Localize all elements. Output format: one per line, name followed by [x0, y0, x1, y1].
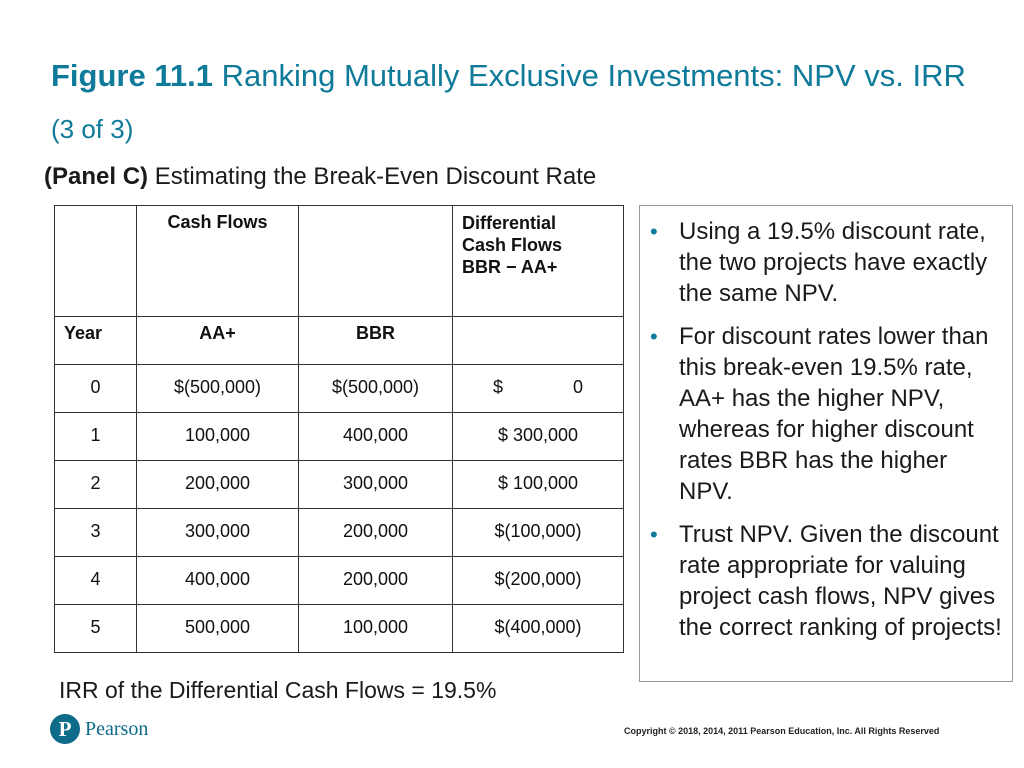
bbr-cell: 200,000 — [342, 569, 409, 589]
year-cell: 4 — [90, 569, 101, 589]
figure-label: Figure 11.1 — [51, 58, 213, 93]
diff-cell: $(200,000) — [494, 569, 582, 589]
subheader-empty-cell — [452, 316, 624, 365]
table-row: 3 300,000 200,000 $(100,000) — [54, 508, 624, 557]
bbr-cell: 400,000 — [342, 425, 409, 445]
bullet-icon: • — [650, 522, 658, 547]
diff-cell-zero: $ 0 — [453, 365, 623, 398]
header-cash-flows: Cash Flows — [167, 212, 268, 232]
col-year-header: Year — [64, 323, 103, 343]
diff-symbol: $ — [493, 377, 504, 397]
header-differential-line-1: Differential — [462, 213, 557, 233]
copyright-notice: Copyright © 2018, 2014, 2011 Pearson Edu… — [624, 726, 940, 736]
year-cell: 0 — [90, 377, 101, 397]
table-subheader-row: Year AA+ BBR — [54, 316, 624, 365]
irr-note: IRR of the Differential Cash Flows = 19.… — [59, 677, 497, 703]
table-row: 5 500,000 100,000 $(400,000) — [54, 604, 624, 653]
bullet-text: For discount rates lower than this break… — [679, 323, 989, 505]
diff-cell: $ 300,000 — [497, 425, 579, 445]
aa-cell: 200,000 — [184, 473, 251, 493]
diff-cell: $(400,000) — [494, 617, 582, 637]
title-text: Ranking Mutually Exclusive Investments: … — [221, 58, 966, 93]
bbr-cell: 200,000 — [342, 521, 409, 541]
panel-label: (Panel C) — [44, 163, 149, 190]
diff-cell: $(100,000) — [494, 521, 582, 541]
bbr-cell: 100,000 — [342, 617, 409, 637]
panel-heading: (Panel C) Estimating the Break-Even Disc… — [44, 163, 596, 191]
bbr-cell: 300,000 — [342, 473, 409, 493]
header-differential-cell: Differential Cash Flows BBR − AA+ — [452, 205, 624, 317]
diff-cell: $ 100,000 — [497, 473, 579, 493]
bullet-text: Trust NPV. Given the discount rate appro… — [679, 521, 1002, 641]
pearson-logo: P Pearson — [50, 714, 148, 744]
aa-cell: 400,000 — [184, 569, 251, 589]
aa-cell: 300,000 — [184, 521, 251, 541]
table-row: 0 $(500,000) $(500,000) $ 0 — [54, 364, 624, 413]
bullet-item: • For discount rates lower than this bre… — [640, 321, 1006, 507]
header-cash-flows-cell: Cash Flows — [136, 205, 299, 317]
header-empty-cell — [54, 205, 137, 317]
table-row: 4 400,000 200,000 $(200,000) — [54, 556, 624, 605]
header-differential-line-3: BBR − AA+ — [462, 257, 558, 277]
aa-cell: $(500,000) — [173, 377, 262, 397]
aa-cell: 500,000 — [184, 617, 251, 637]
aa-cell: 100,000 — [184, 425, 251, 445]
pearson-logo-text: Pearson — [85, 717, 149, 740]
pearson-logo-icon: P — [50, 714, 80, 744]
title-part: (3 of 3) — [51, 114, 134, 144]
year-cell: 5 — [90, 617, 101, 637]
bullet-item: • Using a 19.5% discount rate, the two p… — [640, 216, 1006, 309]
panel-heading-text: Estimating the Break-Even Discount Rate — [154, 163, 597, 190]
diff-value: 0 — [572, 377, 583, 397]
bullet-list: • Using a 19.5% discount rate, the two p… — [640, 206, 1012, 643]
bullet-item: • Trust NPV. Given the discount rate app… — [640, 519, 1006, 643]
year-cell: 1 — [90, 425, 101, 445]
cash-flow-table: Cash Flows Differential Cash Flows BBR −… — [54, 205, 624, 653]
table-header-row: Cash Flows Differential Cash Flows BBR −… — [54, 205, 624, 317]
header-empty-cell-2 — [298, 205, 453, 317]
bullet-icon: • — [650, 219, 658, 244]
header-differential: Differential Cash Flows BBR − AA+ — [453, 206, 623, 278]
slide-title: Figure 11.1 Ranking Mutually Exclusive I… — [51, 50, 991, 155]
table-row: 1 100,000 400,000 $ 300,000 — [54, 412, 624, 461]
col-bbr-header: BBR — [356, 323, 395, 343]
bullet-points-box: • Using a 19.5% discount rate, the two p… — [639, 205, 1013, 682]
bbr-cell: $(500,000) — [331, 377, 420, 397]
table-row: 2 200,000 300,000 $ 100,000 — [54, 460, 624, 509]
bullet-text: Using a 19.5% discount rate, the two pro… — [679, 218, 988, 307]
bullet-icon: • — [650, 324, 658, 349]
col-aa-header: AA+ — [199, 323, 236, 343]
year-cell: 3 — [90, 521, 101, 541]
header-differential-line-2: Cash Flows — [462, 235, 563, 255]
year-cell: 2 — [90, 473, 101, 493]
